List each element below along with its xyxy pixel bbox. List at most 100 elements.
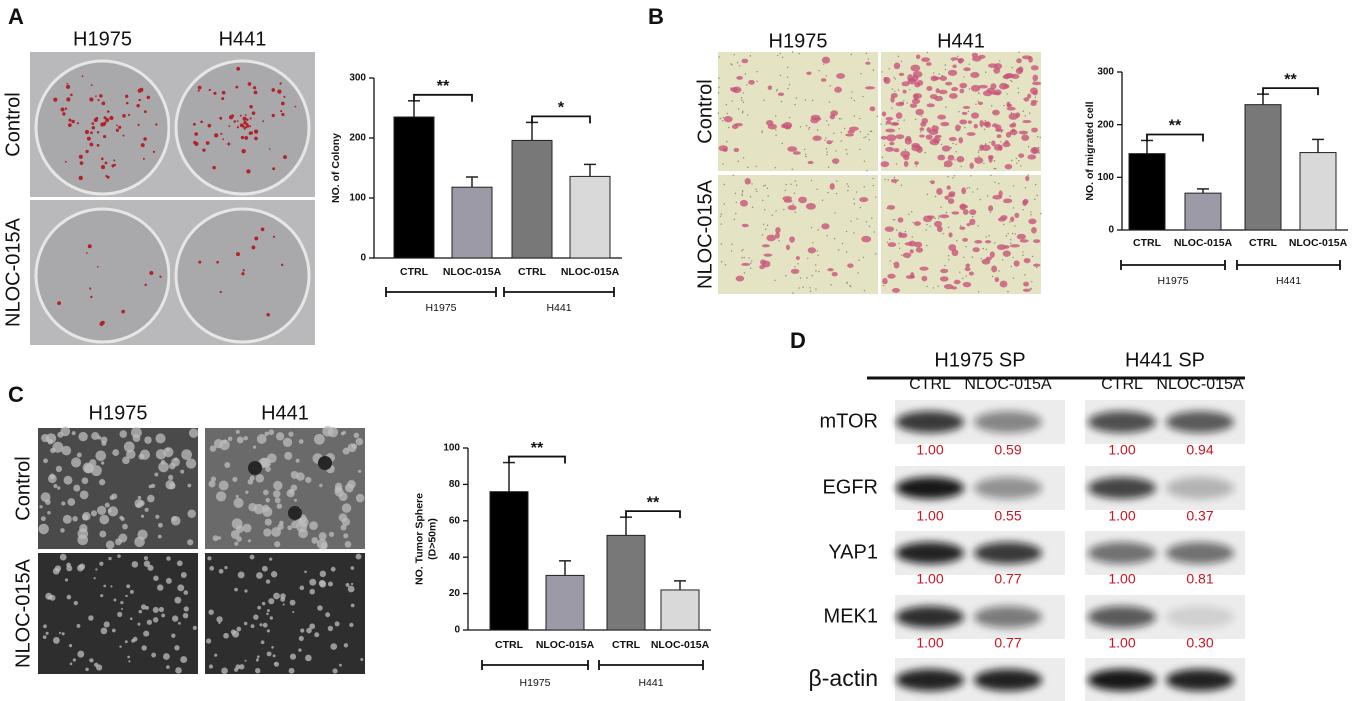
sphere [89, 459, 97, 467]
sphere [266, 629, 270, 633]
blot-band [1166, 606, 1234, 628]
cell [944, 195, 950, 200]
sphere [233, 497, 244, 508]
cell [994, 277, 1000, 283]
sphere [120, 607, 123, 611]
pore [743, 256, 745, 259]
colony [89, 142, 94, 147]
cell [915, 54, 921, 60]
cell [931, 125, 939, 132]
pore [974, 157, 976, 159]
pore [991, 105, 993, 107]
pore [795, 184, 798, 186]
sphere [350, 582, 354, 586]
colony [78, 154, 83, 159]
pore [774, 279, 776, 281]
y-tick-label: 0 [1108, 225, 1114, 236]
pore [853, 115, 856, 117]
pore [1022, 236, 1024, 238]
bar [1299, 152, 1337, 231]
blot-band [974, 411, 1042, 433]
pore [836, 180, 838, 182]
pore [903, 100, 905, 102]
sphere [319, 570, 327, 578]
bar [489, 491, 529, 631]
pore [1018, 160, 1020, 162]
sphere [206, 638, 212, 644]
cell [739, 199, 748, 207]
cell [903, 160, 909, 168]
pore [1031, 255, 1034, 258]
y-tick-label: 100 [1097, 172, 1114, 183]
sphere [259, 623, 263, 627]
colony [243, 120, 247, 125]
pore [1029, 287, 1032, 290]
pore [940, 154, 942, 157]
pore [845, 230, 848, 233]
cell [966, 222, 971, 227]
cell [741, 58, 749, 64]
pore [957, 55, 959, 58]
pore [798, 52, 800, 55]
cell [919, 127, 925, 131]
pore [937, 217, 940, 219]
cell [883, 77, 891, 84]
colony [281, 112, 285, 117]
pore [951, 88, 954, 91]
pore [830, 284, 832, 286]
cell [949, 93, 958, 99]
sphere [140, 514, 145, 518]
x-tick-label: NLOC-015A [561, 266, 620, 278]
pore [810, 179, 813, 182]
pore [818, 69, 820, 72]
pore [816, 129, 819, 131]
sphere [232, 630, 240, 638]
colony [198, 260, 202, 264]
pore [976, 72, 978, 74]
cell [984, 240, 992, 244]
photo [880, 51, 1042, 171]
pore [883, 144, 886, 147]
cell [1014, 212, 1020, 218]
x-tick-label: CTRL [1133, 237, 1162, 249]
pore [901, 254, 903, 257]
sphere [274, 662, 277, 665]
pore [803, 148, 806, 151]
pore [882, 284, 885, 287]
pore [863, 289, 866, 292]
pore [843, 127, 846, 130]
colony [104, 161, 108, 165]
pore [846, 153, 848, 155]
pore [849, 284, 851, 287]
cell [723, 115, 733, 123]
pore [723, 183, 726, 186]
sphere [124, 640, 128, 644]
colony [272, 235, 276, 238]
sphere [295, 458, 300, 463]
pore [865, 52, 868, 55]
sphere [66, 562, 71, 568]
colony [87, 244, 92, 249]
pore [958, 111, 960, 113]
sphere [187, 539, 194, 546]
significance-bracket [413, 93, 473, 102]
colony [86, 252, 88, 254]
cell [1005, 131, 1012, 138]
cell [744, 178, 751, 185]
cell [996, 244, 1007, 251]
pore [984, 119, 986, 122]
pore [761, 131, 763, 134]
x-tick-label: NLOC-015A [651, 639, 710, 651]
pore [1012, 256, 1014, 259]
sphere [256, 572, 263, 579]
photo [30, 52, 175, 197]
colony [233, 120, 237, 123]
cell [952, 64, 957, 69]
sphere [89, 658, 94, 663]
cell [827, 268, 834, 272]
sphere [81, 477, 89, 485]
sphere [122, 456, 130, 465]
x-tick-label: CTRL [518, 266, 547, 278]
y-tick-label: 60 [449, 515, 461, 526]
pore [998, 182, 1000, 185]
